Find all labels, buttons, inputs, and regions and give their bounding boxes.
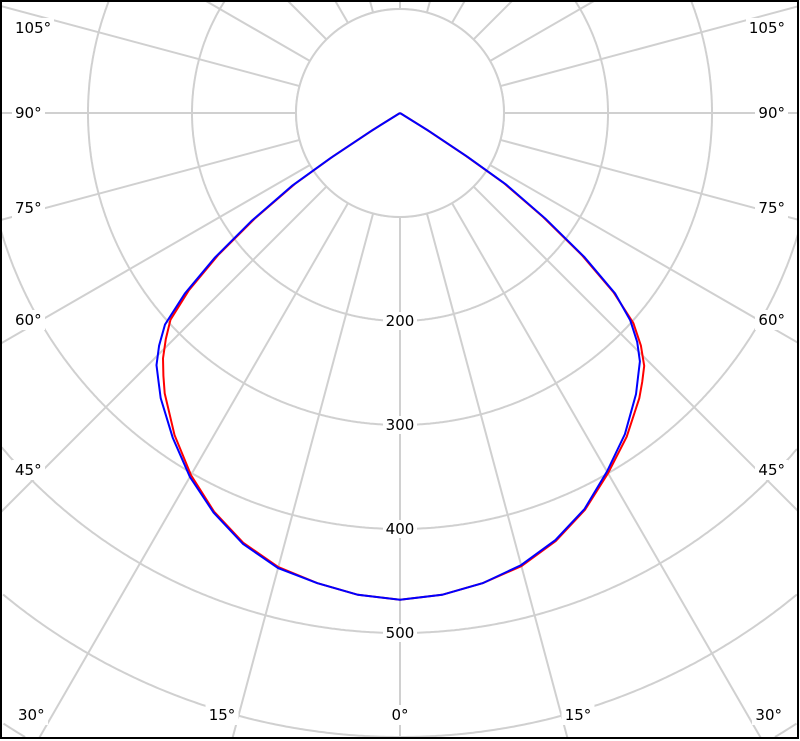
angle-tick-label: 30° — [755, 706, 782, 724]
grid-circle-arc — [87, 1, 400, 426]
angle-tick-label: 105° — [15, 19, 51, 37]
grid-spoke — [287, 1, 328, 41]
angle-tick-label: 75° — [758, 199, 785, 217]
grid-circle-arc — [400, 1, 713, 426]
angle-tick-label: 60° — [15, 311, 42, 329]
angle-tick-label: 15° — [209, 706, 236, 724]
grid-spoke — [1, 164, 311, 345]
series-line-2 — [155, 112, 641, 601]
grid-spoke — [231, 213, 375, 738]
angle-tick-label: 45° — [15, 461, 42, 479]
angle-tick-label: 90° — [15, 104, 42, 122]
grid-circle-arc — [1, 446, 400, 634]
grid-spoke — [451, 1, 466, 24]
angle-tick-label: 90° — [758, 104, 785, 122]
angle-tick-label: 0° — [391, 706, 408, 724]
grid-spoke — [489, 164, 798, 344]
radial-tick-label: 200 — [386, 312, 415, 330]
angle-tick-label: 105° — [749, 19, 785, 37]
angle-tick-label: 45° — [758, 461, 785, 479]
grid-circle-arc — [400, 593, 798, 738]
grid-circle-arc — [2, 722, 26, 738]
grid-spoke — [205, 1, 311, 62]
angle-tick-label: 60° — [758, 311, 785, 329]
grid-spoke — [472, 185, 798, 512]
radial-tick-label: 400 — [386, 520, 415, 538]
grid-spoke — [425, 213, 569, 738]
grid-spoke — [334, 1, 349, 24]
radial-tick-label: 500 — [386, 624, 415, 642]
grid-spoke — [472, 1, 513, 41]
grid-spoke — [489, 1, 595, 62]
grid-circle-arc — [400, 448, 798, 634]
grid-spoke — [1, 138, 300, 221]
grid-spoke — [369, 1, 375, 13]
grid-circle-arc — [774, 722, 798, 738]
angle-tick-label: 30° — [18, 706, 45, 724]
grid-spoke — [38, 202, 349, 738]
series-group — [155, 112, 646, 601]
radial-tick-label: 300 — [386, 416, 415, 434]
grid-spoke — [425, 1, 431, 13]
grid-circle-arc — [191, 1, 400, 322]
grid-circle-arc — [400, 1, 609, 322]
angle-labels: 0° 15° 15° 30° 30° 45° 45° 60° 60° 75° 75° 90° 90° 10… — [12, 18, 788, 725]
radial-labels: 200 300 400 500 — [383, 312, 417, 642]
angle-tick-label: 15° — [565, 706, 592, 724]
grid-circle-arc — [2, 593, 400, 738]
angle-tick-label: 75° — [15, 199, 42, 217]
grid-spoke — [500, 138, 798, 221]
